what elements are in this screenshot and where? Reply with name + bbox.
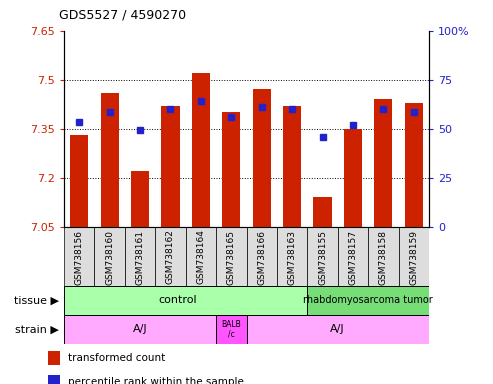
Bar bbox=[48, 351, 60, 365]
Text: GSM738160: GSM738160 bbox=[105, 230, 114, 285]
Bar bbox=[131, 171, 149, 227]
Bar bbox=[70, 135, 88, 227]
Text: GSM738156: GSM738156 bbox=[75, 230, 84, 285]
Bar bbox=[222, 112, 241, 227]
Text: percentile rank within the sample: percentile rank within the sample bbox=[69, 377, 245, 384]
Bar bbox=[314, 197, 332, 227]
Bar bbox=[252, 89, 271, 227]
Text: GSM738164: GSM738164 bbox=[196, 230, 206, 285]
Bar bbox=[307, 227, 338, 286]
Text: GSM738157: GSM738157 bbox=[349, 230, 357, 285]
Text: GSM738159: GSM738159 bbox=[409, 230, 418, 285]
Bar bbox=[368, 227, 398, 286]
Bar bbox=[125, 227, 155, 286]
Text: rhabdomyosarcoma tumor: rhabdomyosarcoma tumor bbox=[303, 295, 433, 306]
Bar bbox=[338, 227, 368, 286]
Text: GSM738158: GSM738158 bbox=[379, 230, 388, 285]
Text: GSM738162: GSM738162 bbox=[166, 230, 175, 285]
Text: tissue ▶: tissue ▶ bbox=[14, 295, 59, 306]
Bar bbox=[64, 227, 95, 286]
Text: BALB
/c: BALB /c bbox=[221, 319, 241, 339]
Bar bbox=[307, 286, 429, 315]
Text: GSM738165: GSM738165 bbox=[227, 230, 236, 285]
Text: transformed count: transformed count bbox=[69, 353, 166, 362]
Bar bbox=[101, 93, 119, 227]
Bar bbox=[344, 129, 362, 227]
Bar bbox=[374, 99, 392, 227]
Bar bbox=[277, 227, 307, 286]
Text: GSM738155: GSM738155 bbox=[318, 230, 327, 285]
Bar bbox=[246, 227, 277, 286]
Text: GSM738161: GSM738161 bbox=[136, 230, 144, 285]
Bar bbox=[192, 73, 210, 227]
Text: GDS5527 / 4590270: GDS5527 / 4590270 bbox=[59, 8, 186, 21]
Bar bbox=[398, 227, 429, 286]
Bar bbox=[186, 227, 216, 286]
Text: strain ▶: strain ▶ bbox=[15, 324, 59, 334]
Bar bbox=[405, 103, 423, 227]
Bar bbox=[64, 286, 307, 315]
Text: GSM738166: GSM738166 bbox=[257, 230, 266, 285]
Text: A/J: A/J bbox=[133, 324, 147, 334]
Bar bbox=[48, 375, 60, 384]
Bar bbox=[216, 315, 246, 344]
Bar bbox=[155, 227, 186, 286]
Bar bbox=[246, 315, 429, 344]
Text: A/J: A/J bbox=[330, 324, 345, 334]
Text: control: control bbox=[159, 295, 197, 306]
Bar bbox=[161, 106, 179, 227]
Bar bbox=[64, 315, 216, 344]
Bar bbox=[283, 106, 301, 227]
Bar bbox=[95, 227, 125, 286]
Text: GSM738163: GSM738163 bbox=[287, 230, 297, 285]
Bar bbox=[216, 227, 246, 286]
